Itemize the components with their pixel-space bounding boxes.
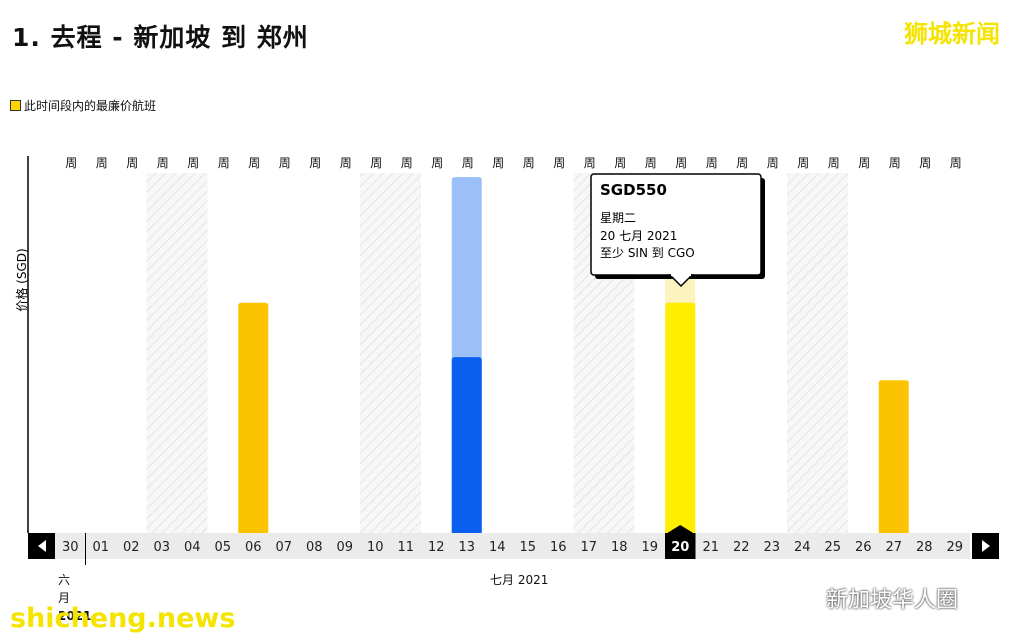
week-label-28: 周 xyxy=(919,156,931,170)
week-label-03: 周 xyxy=(157,156,169,170)
date-label-27: 27 xyxy=(885,540,902,555)
selected-date-cell xyxy=(665,533,696,559)
bar-20 xyxy=(665,302,696,533)
date-label-30: 30 xyxy=(62,540,79,555)
week-label-26: 周 xyxy=(858,156,870,170)
bar-13 xyxy=(451,357,482,533)
date-label-22: 22 xyxy=(733,540,750,555)
chevron-right-icon xyxy=(982,540,990,552)
bar-06 xyxy=(238,302,269,533)
june-char-2: 月 xyxy=(58,591,71,605)
date-label-11: 11 xyxy=(397,540,414,555)
page-title: 1. 去程 - 新加坡 到 郑州 xyxy=(12,23,309,52)
date-label-03: 03 xyxy=(153,540,170,555)
date-label-07: 07 xyxy=(275,540,292,555)
week-label-19: 周 xyxy=(645,156,657,170)
date-label-24: 24 xyxy=(794,540,811,555)
weekend-shade-11 xyxy=(390,173,421,533)
date-label-17: 17 xyxy=(580,540,597,555)
date-label-02: 02 xyxy=(123,540,140,555)
date-label-06: 06 xyxy=(245,540,262,555)
date-label-14: 14 xyxy=(489,540,506,555)
week-label-25: 周 xyxy=(828,156,840,170)
week-label-13: 周 xyxy=(462,156,474,170)
week-label-24: 周 xyxy=(797,156,809,170)
date-label-21: 21 xyxy=(702,540,719,555)
weekend-shade-04 xyxy=(177,173,208,533)
tooltip-date: 20 七月 2021 xyxy=(600,229,677,243)
week-label-06: 周 xyxy=(248,156,260,170)
date-label-05: 05 xyxy=(214,540,231,555)
date-label-29: 29 xyxy=(946,540,963,555)
june-char-1: 六 xyxy=(58,573,71,587)
week-label-30: 周 xyxy=(65,156,77,170)
weekend-shade-24 xyxy=(787,173,818,533)
date-label-25: 25 xyxy=(824,540,841,555)
weekend-shade-10 xyxy=(360,173,391,533)
bar-27 xyxy=(878,380,909,533)
date-label-15: 15 xyxy=(519,540,536,555)
tooltip-route: 至少 SIN 到 CGO xyxy=(600,246,695,260)
week-label-01: 周 xyxy=(96,156,108,170)
chart-legend: 此时间段内的最廉价航班 xyxy=(10,97,156,114)
week-label-16: 周 xyxy=(553,156,565,170)
week-label-22: 周 xyxy=(736,156,748,170)
week-label-08: 周 xyxy=(309,156,321,170)
week-label-12: 周 xyxy=(431,156,443,170)
weekend-shade-25 xyxy=(817,173,848,533)
price-tooltip: SGD550 星期二 20 七月 2021 至少 SIN 到 CGO xyxy=(590,173,765,288)
date-label-19: 19 xyxy=(641,540,658,555)
week-label-18: 周 xyxy=(614,156,626,170)
date-label-20: 20 xyxy=(671,540,689,555)
week-label-10: 周 xyxy=(370,156,382,170)
week-label-02: 周 xyxy=(126,156,138,170)
date-label-01: 01 xyxy=(92,540,109,555)
weekend-shade-03 xyxy=(146,173,177,533)
brand-logo: 狮城新闻 xyxy=(904,20,1000,48)
tooltip-weekday: 星期二 xyxy=(600,211,636,225)
site-watermark: shicheng.news xyxy=(10,603,236,634)
date-label-13: 13 xyxy=(458,540,475,555)
date-label-09: 09 xyxy=(336,540,353,555)
wechat-icon xyxy=(787,585,820,610)
price-chart: 价格 (SGD) 周周周周周周周周周周周周周周周周周周周周周周周周周周周周周周 … xyxy=(14,156,999,565)
week-label-23: 周 xyxy=(767,156,779,170)
date-label-16: 16 xyxy=(550,540,567,555)
week-label-14: 周 xyxy=(492,156,504,170)
account-name: 新加坡华人圈 xyxy=(826,588,959,613)
selected-date-marker xyxy=(667,525,694,533)
date-label-12: 12 xyxy=(428,540,445,555)
week-label-07: 周 xyxy=(279,156,291,170)
date-label-10: 10 xyxy=(367,540,384,555)
date-label-08: 08 xyxy=(306,540,323,555)
account-watermark: 新加坡华人圈 xyxy=(786,582,958,614)
date-label-18: 18 xyxy=(611,540,628,555)
week-label-29: 周 xyxy=(950,156,962,170)
week-label-15: 周 xyxy=(523,156,535,170)
tooltip-price: SGD550 xyxy=(600,181,667,199)
legend-swatch xyxy=(10,100,21,111)
date-label-04: 04 xyxy=(184,540,201,555)
week-label-20: 周 xyxy=(675,156,687,170)
week-label-17: 周 xyxy=(584,156,596,170)
date-label-26: 26 xyxy=(855,540,872,555)
week-label-11: 周 xyxy=(401,156,413,170)
week-label-04: 周 xyxy=(187,156,199,170)
y-axis-label: 价格 (SGD) xyxy=(14,248,29,311)
date-label-28: 28 xyxy=(916,540,933,555)
date-strip xyxy=(55,533,970,559)
month-label-july: 七月 2021 xyxy=(490,573,549,587)
week-label-21: 周 xyxy=(706,156,718,170)
chevron-left-icon xyxy=(38,540,46,552)
week-label-05: 周 xyxy=(218,156,230,170)
week-label-09: 周 xyxy=(340,156,352,170)
date-label-23: 23 xyxy=(763,540,780,555)
week-label-27: 周 xyxy=(889,156,901,170)
legend-label: 此时间段内的最廉价航班 xyxy=(24,99,157,113)
